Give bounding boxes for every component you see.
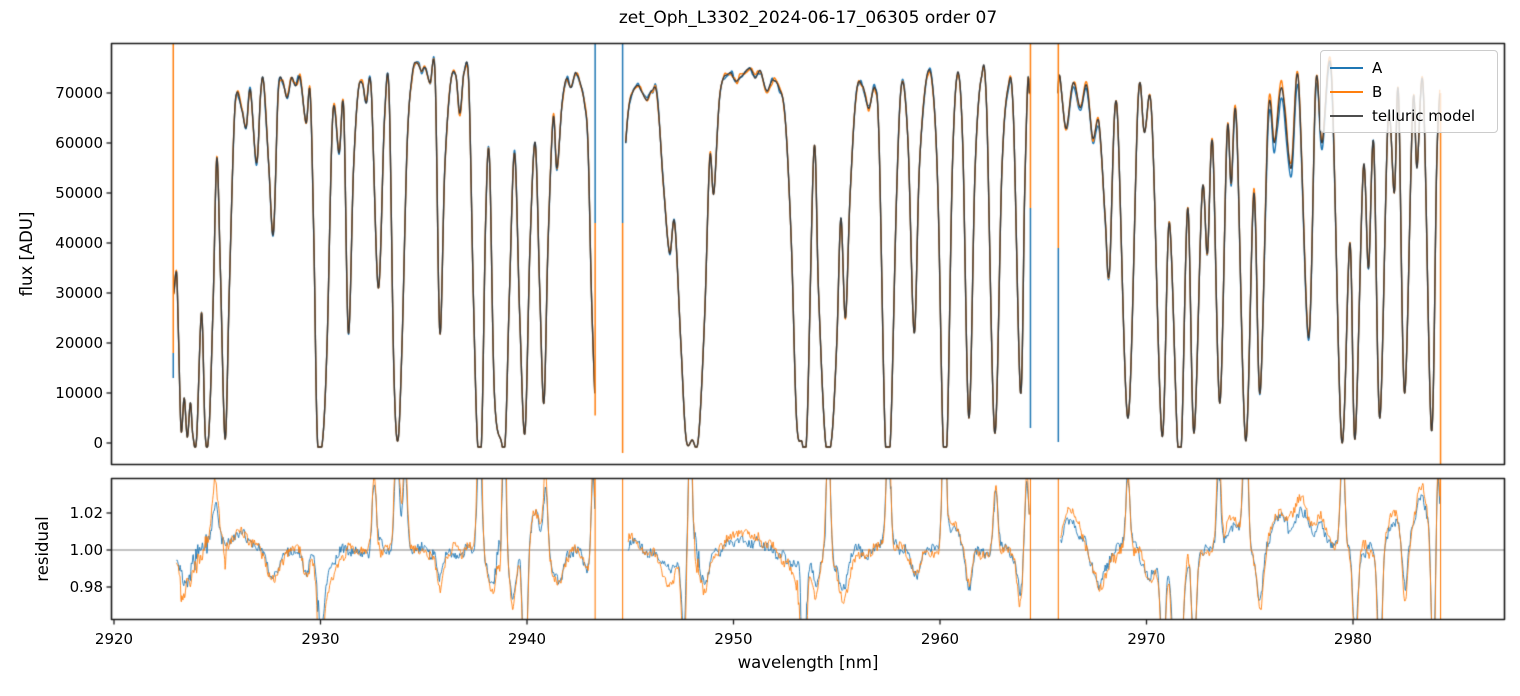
flux-ytick-label: 20000 — [55, 334, 103, 352]
legend-label: A — [1372, 58, 1383, 77]
flux-ytick-label: 60000 — [55, 134, 103, 152]
flux-ytick-label: 0 — [93, 434, 103, 452]
legend-label: B — [1372, 82, 1383, 101]
x-tick-label: 2970 — [1127, 630, 1166, 648]
legend-item: B — [1330, 82, 1487, 101]
legend-item: A — [1330, 58, 1487, 77]
residual-ytick-label: 1.02 — [69, 504, 103, 522]
flux-ytick-label: 10000 — [55, 384, 103, 402]
flux-ytick-label: 30000 — [55, 284, 103, 302]
legend-line-swatch — [1330, 114, 1363, 117]
flux-ytick-label: 70000 — [55, 84, 103, 102]
x-tick-label: 2920 — [94, 630, 134, 648]
residual-ytick-label: 1.00 — [69, 541, 103, 559]
x-tick-label: 2940 — [507, 630, 547, 648]
x-tick-label: 2960 — [920, 630, 960, 648]
legend-label: telluric model — [1372, 106, 1476, 125]
residual-ytick-label: 0.98 — [69, 578, 103, 596]
legend-line-swatch — [1330, 66, 1363, 69]
legend-item: telluric model — [1330, 106, 1487, 125]
x-axis-label: wavelength [nm] — [737, 653, 879, 672]
flux-ytick-label: 50000 — [55, 184, 103, 202]
x-tick-label: 2950 — [714, 630, 753, 648]
x-tick-label: 2980 — [1333, 630, 1373, 648]
x-tick-label: 2930 — [301, 630, 340, 648]
flux-ytick-label: 40000 — [55, 234, 103, 252]
chart-title: zet_Oph_L3302_2024-06-17_06305 order 07 — [618, 8, 998, 28]
legend-line-swatch — [1330, 90, 1363, 93]
